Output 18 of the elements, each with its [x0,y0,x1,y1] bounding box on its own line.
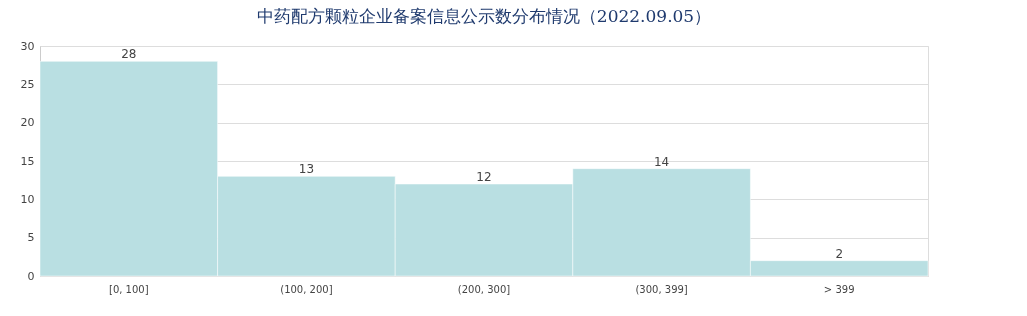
data-label: 13 [298,162,315,177]
x-tick-label: > 399 [823,283,855,295]
x-tick-label: (100, 200] [280,283,333,295]
y-tick-label: 0 [27,269,35,283]
data-label: 14 [653,154,670,169]
x-tick-label: [0, 100] [109,283,149,295]
chart-title: 中药配方颗粒企业备案信息公示数分布情况（2022.09.05） [256,6,712,26]
x-tick-label: (200, 300] [457,283,511,295]
y-tick-label: 10 [20,192,35,206]
x-tick-label: (300, 399] [635,283,688,295]
data-label: 12 [476,170,492,184]
y-tick-label: 20 [20,116,35,130]
y-tick-label: 15 [20,154,35,168]
y-tick-label: 25 [20,77,35,91]
data-label: 28 [121,47,137,62]
data-label: 2 [835,246,844,261]
y-tick-label: 5 [27,231,35,245]
y-tick-label: 30 [20,39,35,53]
